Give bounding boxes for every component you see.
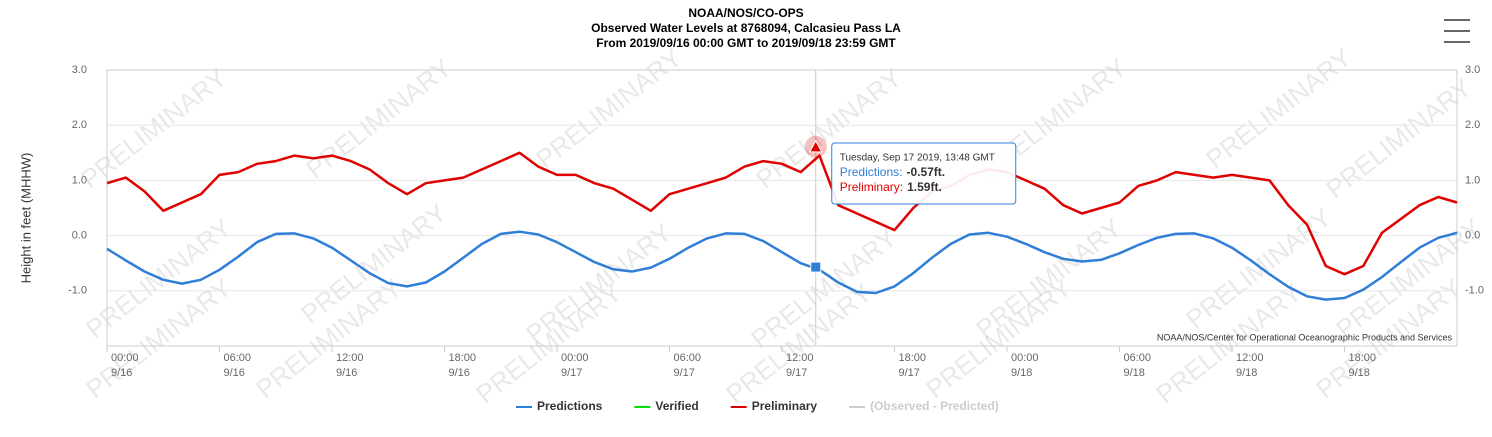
x-tick-date: 9/17 [899,367,920,379]
series-line [106,230,1458,301]
x-tick-label: 18:00 [1349,352,1377,364]
x-tick-label: 00:00 [1011,352,1039,364]
menu-icon[interactable] [1440,18,1472,44]
tooltip-row: Preliminary: 1.59ft. [840,180,942,194]
watermark: PRELIMINARY [1200,42,1357,174]
x-tick-date: 9/18 [1349,367,1370,379]
x-tick-date: 9/16 [449,367,470,379]
y-axis-label: Height in feet (MHHW) [18,153,33,284]
y-tick-label: 1.0 [72,174,87,186]
watermark: PRELIMINARY [920,272,1077,404]
x-tick-label: 12:00 [786,352,814,364]
chart-title: Observed Water Levels at 8768094, Calcas… [591,21,901,35]
tooltip-header: Tuesday, Sep 17 2019, 13:48 GMT [840,153,995,164]
tooltip-value: 1.59ft. [907,180,942,194]
marker-preliminary [808,139,823,153]
y2-tick-label: 2.0 [1465,119,1480,131]
x-tick-date: 9/18 [1236,367,1257,379]
x-tick-label: 06:00 [1124,352,1152,364]
tooltip-box [831,142,1017,205]
marker-predictions [810,261,822,273]
tooltip-row: Predictions: -0.57ft. [840,165,945,179]
tooltip-name: Preliminary: [840,180,903,194]
legend-item[interactable]: Preliminary [730,399,818,413]
series-line [106,151,1458,276]
chart-title: From 2019/09/16 00:00 GMT to 2019/09/18 … [596,36,896,50]
watermark: PRELIMINARY [470,277,627,409]
chart-title: NOAA/NOS/CO-OPS [688,6,803,20]
x-tick-date: 9/17 [561,367,582,379]
x-tick-date: 9/16 [111,367,132,379]
x-tick-label: 18:00 [449,352,477,364]
y-tick-label: -1.0 [68,285,87,297]
legend-label: Verified [655,399,698,413]
x-tick-date: 9/16 [224,367,245,379]
x-tick-label: 06:00 [224,352,252,364]
legend-label: (Observed - Predicted) [870,399,999,413]
watermark: PRELIMINARY [75,62,232,194]
watermark: PRELIMINARY [530,42,687,174]
credit: NOAA/NOS/Center for Operational Oceanogr… [1157,332,1453,342]
watermark: PRELIMINARY [300,52,457,184]
tooltip-name: Predictions: [840,165,903,179]
y-tick-label: 3.0 [72,64,87,76]
x-tick-label: 12:00 [1236,352,1264,364]
x-tick-date: 9/17 [786,367,807,379]
y2-tick-label: 3.0 [1465,64,1480,76]
x-tick-date: 9/17 [674,367,695,379]
x-tick-date: 9/16 [336,367,357,379]
y2-tick-label: 0.0 [1465,230,1480,242]
tooltip-value: -0.57ft. [906,165,945,179]
legend-item[interactable]: (Observed - Predicted) [849,399,999,413]
watermark-layer: PRELIMINARY PRELIMINARY PRELIMINARY PRELIMI… [75,42,1487,409]
x-tick-label: 06:00 [674,352,702,364]
x-tick-label: 18:00 [899,352,927,364]
x-tick-label: 00:00 [561,352,589,364]
watermark: PRELIMINARY [1320,72,1477,204]
x-tick-date: 9/18 [1124,367,1145,379]
y2-tick-label: 1.0 [1465,174,1480,186]
legend-item[interactable]: Predictions [516,399,603,413]
legend-label: Preliminary [752,399,818,413]
y-tick-label: 2.0 [72,119,87,131]
legend-item[interactable]: Verified [634,399,699,413]
x-tick-label: 12:00 [336,352,364,364]
y-tick-label: 0.0 [72,230,87,242]
legend-label: Predictions [537,399,603,413]
y2-tick-label: -1.0 [1465,285,1484,297]
x-tick-date: 9/18 [1011,367,1032,379]
x-tick-label: 00:00 [111,352,139,364]
